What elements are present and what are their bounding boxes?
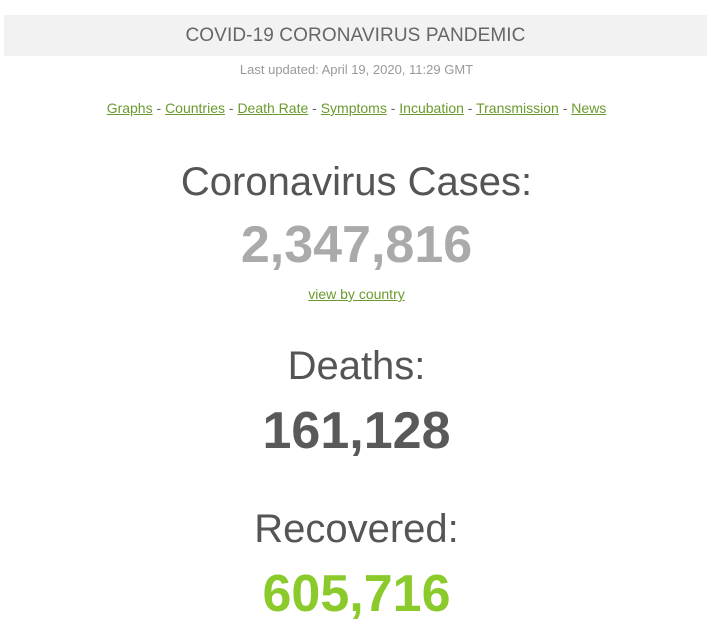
deaths-label: Deaths: (287, 344, 426, 388)
nav-separator: - (558, 100, 572, 116)
nav-link-graphs[interactable]: Graphs (106, 100, 153, 116)
nav-link-incubation[interactable]: Incubation (399, 100, 464, 116)
nav-separator: - (463, 100, 477, 116)
nav-link-transmission[interactable]: Transmission (476, 100, 559, 116)
nav-link-death-rate[interactable]: Death Rate (237, 100, 309, 116)
view-by-country-link[interactable]: view by country (308, 286, 405, 302)
nav-separator: - (152, 100, 166, 116)
recovered-count: 605,716 (262, 565, 451, 623)
nav-link-countries[interactable]: Countries (165, 100, 225, 116)
page-title: COVID-19 CORONAVIRUS PANDEMIC (185, 24, 526, 46)
recovered-label: Recovered: (254, 507, 459, 551)
nav-link-symptoms[interactable]: Symptoms (320, 100, 387, 116)
deaths-count: 161,128 (262, 402, 451, 460)
nav-separator: - (224, 100, 238, 116)
nav-separator: - (308, 100, 321, 116)
nav-link-news[interactable]: News (571, 100, 607, 116)
nav-links: Graphs - Countries - Death Rate - Sympto… (0, 100, 713, 116)
last-updated-text: Last updated: April 19, 2020, 11:29 GMT (239, 62, 474, 77)
view-by-country-wrapper: view by country (0, 286, 713, 302)
cases-label: Coronavirus Cases: (180, 160, 533, 204)
page-title-banner: COVID-19 CORONAVIRUS PANDEMIC (4, 15, 707, 56)
cases-count: 2,347,816 (240, 216, 473, 274)
nav-separator: - (386, 100, 400, 116)
